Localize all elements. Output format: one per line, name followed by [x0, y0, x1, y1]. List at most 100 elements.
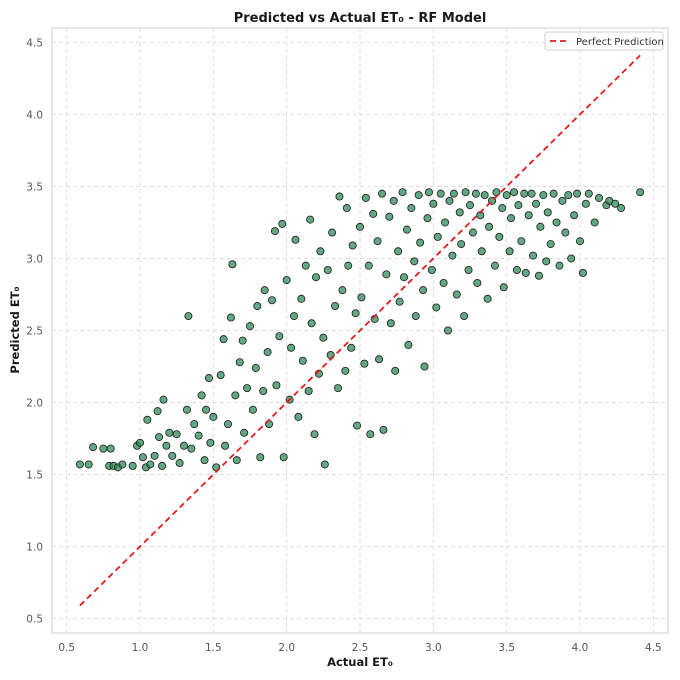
- scatter-point: [439, 278, 448, 287]
- scatter-point: [492, 188, 501, 197]
- scatter-point: [155, 433, 164, 442]
- x-tick-label: 0.5: [58, 642, 75, 654]
- scatter-point: [138, 453, 147, 462]
- scatter-point: [382, 270, 391, 279]
- x-tick-label: 1.0: [132, 642, 149, 654]
- scatter-point: [175, 459, 184, 468]
- scatter-point: [243, 384, 252, 393]
- scatter-point: [377, 189, 386, 198]
- scatter-point: [201, 405, 210, 414]
- scatter-point: [190, 420, 199, 429]
- scatter-point: [564, 191, 573, 200]
- scatter-point: [231, 391, 240, 400]
- scatter-point: [162, 441, 171, 450]
- scatter-point: [260, 286, 269, 295]
- scatter-point: [168, 451, 177, 460]
- scatter-point: [84, 460, 93, 469]
- scatter-point: [395, 297, 404, 306]
- x-axis-ticks: 0.5 1.0 1.5 2.0 2.5 3.0 3.5 4.0 4.5: [58, 642, 661, 654]
- scatter-point: [351, 309, 360, 318]
- scatter-point: [259, 386, 268, 395]
- x-tick-label: 4.0: [572, 642, 589, 654]
- scatter-point: [398, 188, 407, 197]
- scatter-point: [238, 336, 247, 345]
- scatter-point: [240, 428, 249, 437]
- scatter-point: [333, 384, 342, 393]
- perfect-prediction-line: [79, 54, 641, 607]
- scatter-point: [507, 214, 516, 223]
- scatter-point: [275, 332, 284, 341]
- scatter-point: [389, 196, 398, 205]
- scatter-point: [361, 193, 370, 202]
- scatter-point: [543, 208, 552, 217]
- scatter-point: [499, 283, 508, 292]
- scatter-point: [344, 261, 353, 270]
- scatter-point: [316, 247, 325, 256]
- x-tick-label: 2.0: [278, 642, 295, 654]
- scatter-point: [429, 199, 438, 208]
- chart-title: Predicted vs Actual ET₀ - RF Model: [234, 11, 487, 26]
- scatter-point: [386, 319, 395, 328]
- y-axis-ticks: 0.5 1.0 1.5 2.0 2.5 3.0 3.5 4.0 4.5: [26, 37, 43, 625]
- scatter-point: [373, 237, 382, 246]
- x-tick-label: 4.5: [645, 642, 662, 654]
- scatter-point: [419, 286, 428, 295]
- scatter-point: [150, 451, 159, 460]
- scatter-point: [307, 319, 316, 328]
- scatter-point: [611, 199, 620, 208]
- scatter-point: [310, 430, 319, 439]
- scatter-point: [187, 444, 196, 453]
- scatter-point: [270, 227, 279, 236]
- scatter-point: [297, 294, 306, 303]
- scatter-point: [226, 313, 235, 322]
- scatter-point: [311, 273, 320, 282]
- scatter-point: [228, 260, 237, 269]
- scatter-point: [391, 366, 400, 375]
- scatter-point: [570, 211, 579, 220]
- scatter-point: [182, 405, 191, 414]
- scatter-point: [448, 251, 457, 260]
- scatter-point: [424, 188, 433, 197]
- scatter-point: [287, 343, 296, 352]
- scatter-point: [223, 420, 232, 429]
- scatter-point: [636, 188, 645, 197]
- scatter-point: [320, 460, 329, 469]
- y-tick-label: 1.0: [26, 542, 43, 554]
- scatter-point: [457, 240, 466, 249]
- scatter-point: [455, 208, 464, 217]
- scatter-point: [235, 358, 244, 367]
- scatter-point: [251, 363, 260, 372]
- scatter-point: [441, 218, 450, 227]
- scatter-point: [595, 193, 604, 202]
- scatter-point: [584, 189, 593, 198]
- y-tick-label: 3.0: [26, 253, 43, 265]
- scatter-point: [335, 192, 344, 201]
- scatter-point: [248, 405, 257, 414]
- scatter-point: [194, 431, 203, 440]
- scatter-point: [512, 265, 521, 274]
- data-points: [75, 188, 645, 472]
- scatter-point: [468, 228, 477, 237]
- scatter-point: [617, 204, 626, 213]
- scatter-point: [355, 222, 364, 231]
- y-tick-label: 1.5: [26, 470, 43, 482]
- scatter-point: [502, 191, 511, 200]
- scatter-point: [256, 453, 265, 462]
- scatter-point: [495, 232, 504, 241]
- scatter-point: [473, 278, 482, 287]
- scatter-point: [267, 296, 276, 305]
- scatter-point: [200, 456, 209, 465]
- scatter-point: [272, 381, 281, 390]
- scatter-point: [348, 241, 357, 250]
- scatter-point: [517, 237, 526, 246]
- scatter-point: [342, 204, 351, 213]
- scatter-point: [520, 189, 529, 198]
- scatter-point: [524, 211, 533, 220]
- y-tick-label: 2.5: [26, 326, 43, 338]
- scatter-point: [128, 461, 137, 470]
- scatter-point: [465, 201, 474, 210]
- scatter-point: [306, 215, 315, 224]
- scatter-point: [206, 438, 215, 447]
- scatter-point: [445, 196, 454, 205]
- scatter-point: [159, 395, 168, 404]
